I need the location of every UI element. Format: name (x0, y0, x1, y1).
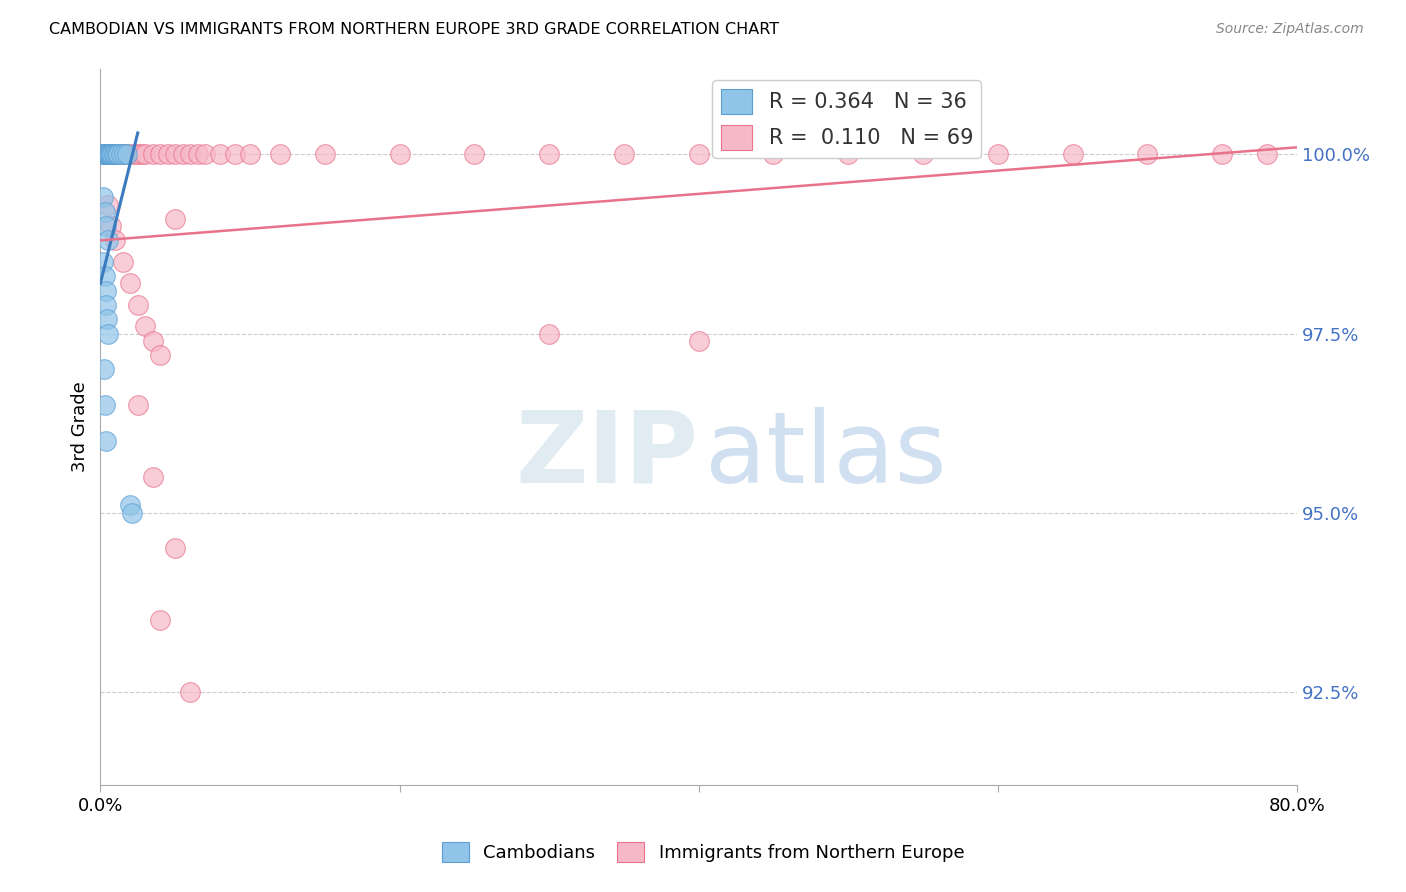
Point (94, 434, 117, 448)
Point (93, 147, 115, 161)
Legend: Cambodians, Immigrants from Northern Europe: Cambodians, Immigrants from Northern Eur… (434, 835, 972, 870)
Y-axis label: 3rd Grade: 3rd Grade (72, 381, 89, 472)
Text: atlas: atlas (704, 407, 946, 504)
Point (127, 298, 149, 312)
Point (134, 319, 156, 334)
Point (103, 147, 125, 161)
Point (98, 147, 121, 161)
Point (121, 506, 143, 520)
Point (94, 269, 117, 284)
Point (208, 147, 231, 161)
Point (538, 326, 561, 341)
Point (120, 499, 142, 513)
Point (314, 147, 336, 161)
Point (96, 219, 118, 233)
Point (94, 284, 117, 298)
Point (105, 147, 128, 161)
Point (100, 147, 122, 161)
Point (187, 147, 209, 161)
Point (688, 147, 710, 161)
Point (120, 277, 142, 291)
Point (104, 234, 127, 248)
Point (96, 147, 118, 161)
Point (463, 147, 485, 161)
Point (93, 362, 115, 376)
Point (107, 147, 129, 161)
Point (1136, 147, 1159, 161)
Point (179, 147, 201, 161)
Point (194, 147, 217, 161)
Point (142, 334, 165, 348)
Point (149, 147, 172, 161)
Point (97, 326, 120, 341)
Point (388, 147, 411, 161)
Point (97, 234, 120, 248)
Point (98, 147, 121, 161)
Point (110, 147, 132, 161)
Point (149, 613, 172, 627)
Point (97, 147, 120, 161)
Point (165, 211, 187, 226)
Point (156, 147, 179, 161)
Point (1062, 147, 1084, 161)
Point (94, 204, 117, 219)
Point (165, 541, 187, 556)
Point (142, 469, 165, 483)
Point (1256, 147, 1278, 161)
Point (1211, 147, 1233, 161)
Point (94, 147, 117, 161)
Point (97, 147, 120, 161)
Point (91, 147, 114, 161)
Point (134, 147, 156, 161)
Point (111, 147, 134, 161)
Point (100, 219, 122, 233)
Point (93, 190, 115, 204)
Point (101, 147, 124, 161)
Point (172, 147, 194, 161)
Point (97, 147, 120, 161)
Point (111, 255, 134, 269)
Point (142, 147, 165, 161)
Point (112, 147, 135, 161)
Point (912, 147, 935, 161)
Point (124, 147, 146, 161)
Point (239, 147, 262, 161)
Point (94, 147, 117, 161)
Point (117, 147, 139, 161)
Point (93, 255, 115, 269)
Point (117, 147, 139, 161)
Point (96, 298, 118, 312)
Point (127, 398, 149, 412)
Point (96, 312, 118, 326)
Point (93, 147, 115, 161)
Text: ZIP: ZIP (516, 407, 699, 504)
Point (120, 147, 142, 161)
Point (96, 147, 118, 161)
Point (101, 147, 124, 161)
Text: Source: ZipAtlas.com: Source: ZipAtlas.com (1216, 22, 1364, 37)
Point (837, 147, 859, 161)
Text: CAMBODIAN VS IMMIGRANTS FROM NORTHERN EUROPE 3RD GRADE CORRELATION CHART: CAMBODIAN VS IMMIGRANTS FROM NORTHERN EU… (49, 22, 779, 37)
Point (987, 147, 1010, 161)
Point (179, 684, 201, 698)
Point (131, 147, 153, 161)
Point (127, 147, 149, 161)
Point (538, 147, 561, 161)
Point (149, 348, 172, 362)
Point (94, 147, 117, 161)
Legend: R = 0.364   N = 36, R =  0.110   N = 69: R = 0.364 N = 36, R = 0.110 N = 69 (713, 80, 981, 158)
Point (104, 147, 127, 161)
Point (613, 147, 636, 161)
Point (165, 147, 187, 161)
Point (269, 147, 291, 161)
Point (104, 147, 127, 161)
Point (688, 334, 710, 348)
Point (94, 398, 117, 412)
Point (224, 147, 246, 161)
Point (762, 147, 785, 161)
Point (107, 147, 129, 161)
Point (97, 197, 120, 211)
